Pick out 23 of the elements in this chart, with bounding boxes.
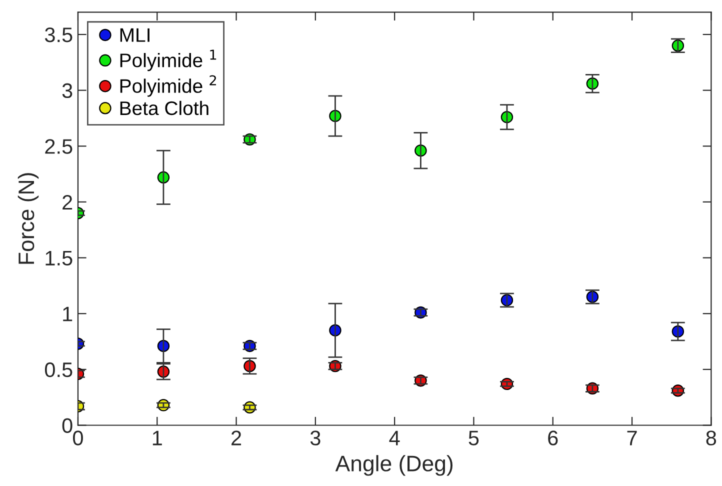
y-tick-label: 3.5 xyxy=(44,27,72,42)
y-tick-label: 1.5 xyxy=(46,250,72,266)
x-tick-label: 5 xyxy=(468,430,479,446)
legend-label: Polyimide $^{2}$ xyxy=(120,75,216,97)
x-tick-label: 2 xyxy=(232,430,242,446)
legend-label: Polyimide $^{1}$ xyxy=(120,50,216,72)
y-tick-label: 2 xyxy=(62,194,72,210)
y-tick-label: 0 xyxy=(62,418,72,434)
legend-label: MLI xyxy=(120,28,150,42)
x-tick-label: 8 xyxy=(706,430,716,446)
x-tick-label: 1 xyxy=(152,430,162,446)
x-axis-title: Angle (Deg) xyxy=(335,455,452,476)
x-tick-label: 7 xyxy=(627,430,637,446)
y-tick-label: 0.5 xyxy=(44,362,72,378)
y-tick-label: 3 xyxy=(62,83,72,98)
y-axis-title: Force (N) xyxy=(18,173,39,264)
x-tick-label: 6 xyxy=(548,430,558,446)
x-tick-label: 0 xyxy=(72,430,83,446)
x-tick-label: 3 xyxy=(310,430,320,446)
legend-label: Beta Cloth xyxy=(120,100,208,116)
y-tick-label: 2.5 xyxy=(45,139,72,154)
y-tick-label: 1 xyxy=(63,306,72,322)
x-tick-label: 4 xyxy=(389,430,400,446)
